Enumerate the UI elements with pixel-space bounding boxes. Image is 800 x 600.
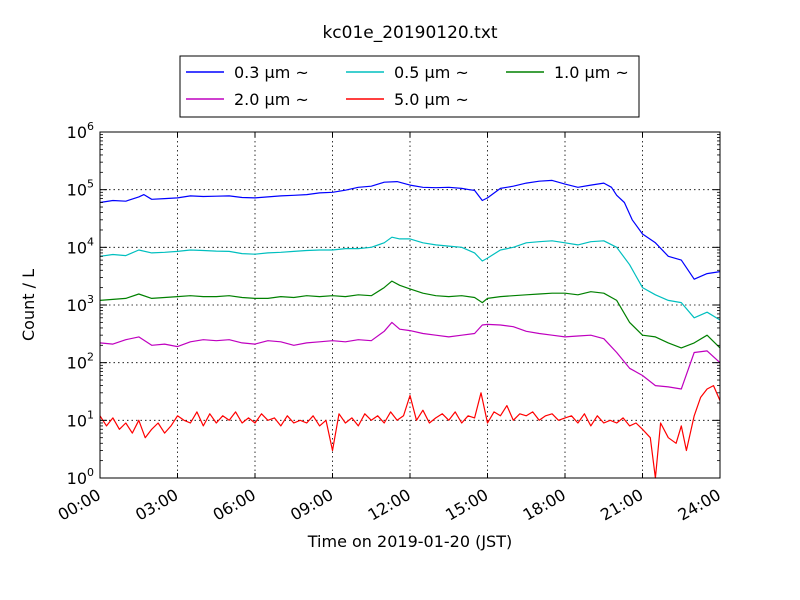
- y-tick-label: 102: [67, 351, 94, 373]
- x-tick-label: 15:00: [442, 485, 491, 525]
- y-tick-label: 104: [67, 235, 94, 257]
- series-line-2: [99, 236, 721, 321]
- y-tick-label: 106: [67, 120, 94, 142]
- legend-frame: [179, 55, 640, 118]
- series-line-3: [99, 280, 721, 349]
- x-tick-label: 18:00: [520, 485, 569, 525]
- y-axis-label: Count / L: [19, 269, 38, 341]
- x-tick-label: 00:00: [55, 485, 104, 525]
- series-line-1: [99, 179, 721, 280]
- x-tick-label: 12:00: [365, 485, 414, 525]
- chart-title: kc01e_20190120.txt: [322, 23, 497, 43]
- series-layer: [99, 179, 721, 479]
- x-tick-label: 03:00: [132, 485, 181, 525]
- legend-label-2: 0.5 μm ~: [394, 63, 469, 82]
- x-tick-label: 21:00: [597, 485, 646, 525]
- ticks: 00:00 03:00 06:00 09:00 12:00 15:00 18:00 21:00…: [55, 120, 724, 525]
- grid: [100, 132, 720, 478]
- x-tick-label: 09:00: [287, 485, 336, 525]
- legend-label-3: 1.0 μm ~: [554, 63, 629, 82]
- series-line-4: [99, 321, 721, 390]
- x-tick-label: 06:00: [210, 485, 259, 525]
- y-tick-label: 101: [67, 408, 94, 430]
- x-axis-label: Time on 2019-01-20 (JST): [307, 532, 512, 551]
- x-tick-label: 24:00: [675, 485, 724, 525]
- legend: 0.3 μm ~ 0.5 μm ~ 1.0 μm ~ 2.0 μm ~ 5.0 μm ~: [179, 55, 640, 118]
- legend-label-4: 2.0 μm ~: [234, 90, 309, 109]
- legend-label-5: 5.0 μm ~: [394, 90, 469, 109]
- legend-label-1: 0.3 μm ~: [234, 63, 309, 82]
- y-tick-label: 100: [67, 466, 94, 488]
- y-tick-label: 105: [67, 178, 94, 200]
- series-line-5: [99, 385, 721, 479]
- y-tick-label: 103: [67, 293, 94, 315]
